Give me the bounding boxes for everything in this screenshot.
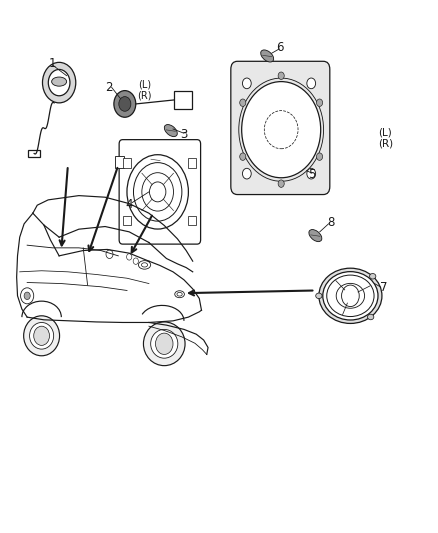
Bar [188, 216, 196, 225]
Circle shape [24, 292, 30, 300]
Text: 2: 2 [105, 81, 113, 94]
Ellipse shape [164, 125, 177, 136]
Circle shape [317, 153, 323, 160]
Circle shape [317, 99, 323, 107]
Bar [28, 150, 40, 157]
Bar [188, 158, 196, 168]
Text: 5: 5 [308, 168, 315, 181]
Circle shape [342, 285, 359, 306]
Circle shape [34, 326, 49, 345]
Circle shape [119, 96, 131, 111]
Circle shape [243, 78, 251, 88]
Ellipse shape [261, 50, 274, 62]
Circle shape [240, 153, 246, 160]
Circle shape [149, 182, 166, 202]
Ellipse shape [29, 322, 53, 349]
Text: 8: 8 [327, 216, 334, 229]
Bar [123, 158, 131, 168]
FancyBboxPatch shape [119, 140, 201, 244]
Bar [174, 91, 192, 109]
Text: (L): (L) [378, 127, 392, 137]
Circle shape [48, 69, 70, 96]
Ellipse shape [24, 316, 60, 356]
Text: 4: 4 [125, 198, 133, 211]
Circle shape [42, 62, 76, 103]
Ellipse shape [316, 293, 322, 298]
Ellipse shape [149, 154, 162, 166]
Bar [123, 216, 131, 225]
Circle shape [240, 99, 246, 107]
Text: 7: 7 [380, 281, 388, 294]
Circle shape [307, 168, 316, 179]
Ellipse shape [370, 273, 376, 279]
Text: (R): (R) [378, 139, 393, 149]
Ellipse shape [52, 77, 67, 86]
Circle shape [21, 288, 34, 304]
Text: 6: 6 [276, 42, 284, 54]
Circle shape [106, 250, 113, 259]
Ellipse shape [323, 272, 378, 320]
Circle shape [127, 254, 132, 260]
Text: (R): (R) [137, 91, 152, 101]
Text: 1: 1 [49, 58, 57, 70]
Ellipse shape [367, 314, 374, 320]
Circle shape [307, 78, 316, 88]
Ellipse shape [319, 268, 382, 324]
Ellipse shape [309, 230, 322, 241]
Text: 3: 3 [180, 128, 187, 141]
Ellipse shape [151, 329, 178, 358]
Circle shape [242, 82, 321, 178]
Circle shape [155, 333, 173, 354]
Ellipse shape [143, 322, 185, 366]
Circle shape [133, 258, 138, 264]
Bar [115, 156, 124, 168]
Circle shape [243, 168, 251, 179]
Text: (L): (L) [138, 79, 151, 89]
FancyBboxPatch shape [231, 61, 330, 195]
Circle shape [278, 72, 284, 79]
Circle shape [278, 180, 284, 187]
Circle shape [114, 91, 136, 117]
